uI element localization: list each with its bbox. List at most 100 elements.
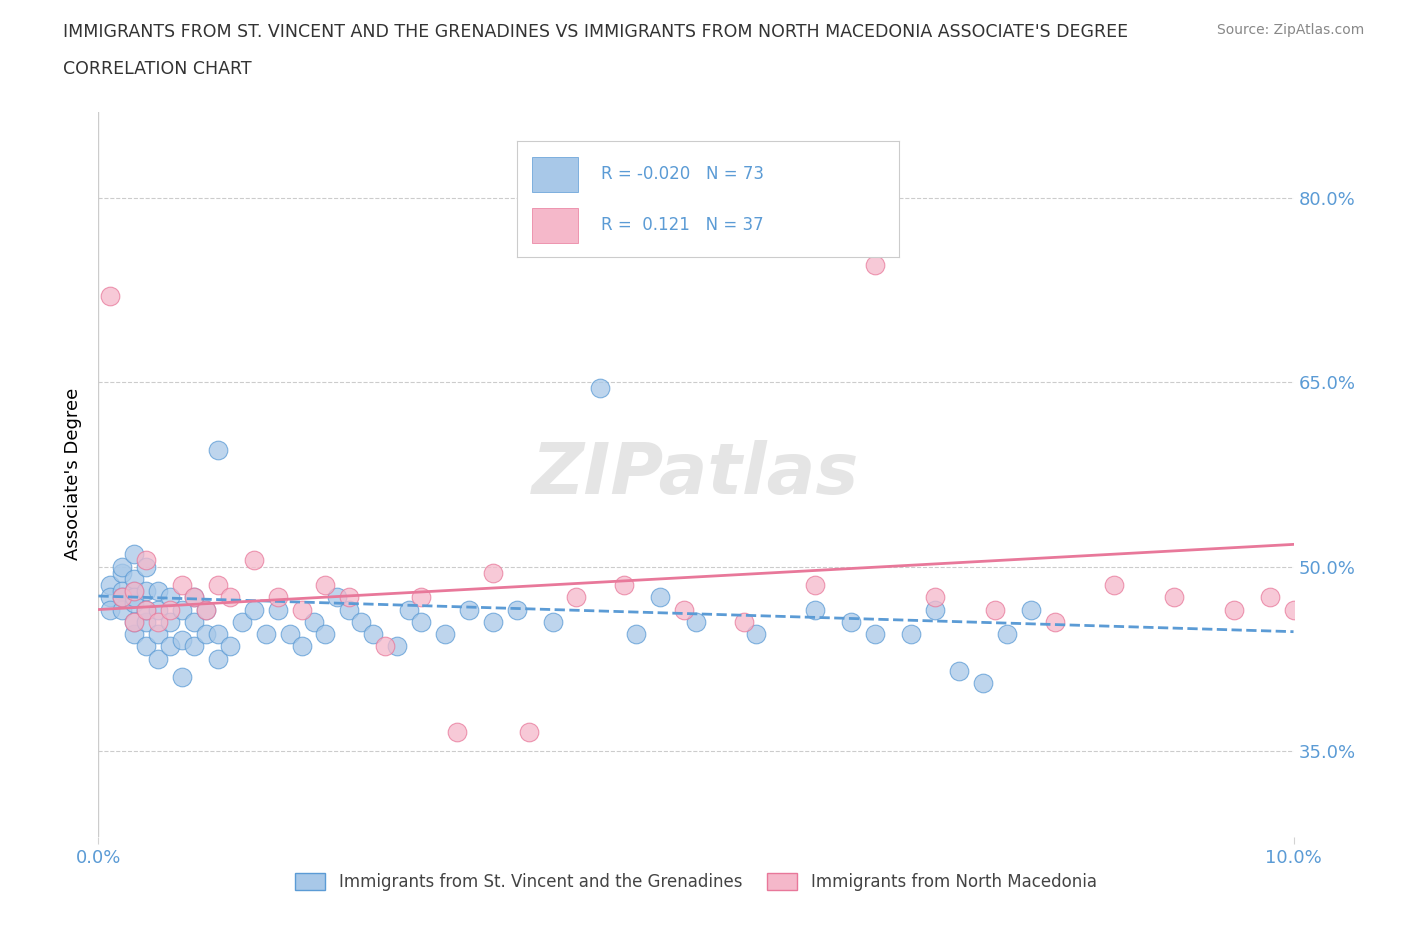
Point [243,602,266,617]
Point [685,615,707,630]
Point [565,590,588,604]
Point [148,584,170,599]
Point [183,590,205,604]
Point [733,615,755,630]
Point [124,584,146,599]
Point [124,615,146,630]
Point [172,602,194,617]
Point [984,602,1007,617]
Point [278,627,301,642]
Point [924,602,946,617]
Point [111,590,134,604]
Point [243,553,266,568]
Point [148,602,170,617]
Point [148,615,170,630]
Point [517,725,540,740]
Point [589,380,612,395]
Point [98,288,122,303]
Y-axis label: Associate's Degree: Associate's Degree [65,388,83,561]
Point [1019,602,1042,617]
Text: IMMIGRANTS FROM ST. VINCENT AND THE GRENADINES VS IMMIGRANTS FROM NORTH MACEDONI: IMMIGRANTS FROM ST. VINCENT AND THE GREN… [63,23,1129,41]
Point [613,578,636,592]
Point [1043,615,1066,630]
Point [254,627,277,642]
Point [98,602,122,617]
Point [195,602,218,617]
Point [434,627,457,642]
Point [972,676,994,691]
Point [1163,590,1185,604]
Point [339,602,361,617]
Point [135,615,157,630]
Point [626,627,648,642]
Point [948,664,970,679]
Point [673,602,696,617]
Point [124,547,146,562]
Text: CORRELATION CHART: CORRELATION CHART [63,60,252,78]
Point [804,578,827,592]
Point [207,651,229,666]
Point [924,590,946,604]
Point [124,590,146,604]
Point [111,565,134,580]
Point [374,639,396,654]
Point [446,725,468,740]
Point [124,627,146,642]
Point [482,565,505,580]
Point [98,578,122,592]
Point [172,578,194,592]
Point [302,615,325,630]
Point [411,590,433,604]
Point [98,590,122,604]
Point [350,615,373,630]
Point [135,553,157,568]
Point [1258,590,1281,604]
Point [841,615,863,630]
Point [124,571,146,586]
Point [135,602,157,617]
Point [159,590,181,604]
Point [135,559,157,574]
Point [207,578,229,592]
Point [363,627,385,642]
Point [458,602,481,617]
Text: Source: ZipAtlas.com: Source: ZipAtlas.com [1216,23,1364,37]
Point [219,639,242,654]
Point [183,639,205,654]
Point [111,590,134,604]
Point [995,627,1018,642]
Point [398,602,420,617]
Point [1282,602,1305,617]
Point [315,627,337,642]
Text: ZIPatlas: ZIPatlas [533,440,859,509]
Point [135,639,157,654]
Point [219,590,242,604]
Point [172,632,194,647]
Point [541,615,564,630]
Point [804,602,827,617]
Point [172,670,194,684]
Point [159,602,181,617]
Point [124,584,146,599]
Point [1104,578,1126,592]
Point [159,639,181,654]
Point [291,602,314,617]
Point [124,615,146,630]
Legend: Immigrants from St. Vincent and the Grenadines, Immigrants from North Macedonia: Immigrants from St. Vincent and the Gren… [288,866,1104,897]
Point [411,615,433,630]
Point [135,584,157,599]
Point [183,590,205,604]
Point [385,639,409,654]
Point [195,627,218,642]
Point [135,602,157,617]
Point [745,627,768,642]
Point [183,615,205,630]
Point [291,639,314,654]
Point [159,615,181,630]
Point [111,559,134,574]
Point [315,578,337,592]
Point [1223,602,1246,617]
Point [195,602,218,617]
Point [900,627,922,642]
Point [650,590,672,604]
